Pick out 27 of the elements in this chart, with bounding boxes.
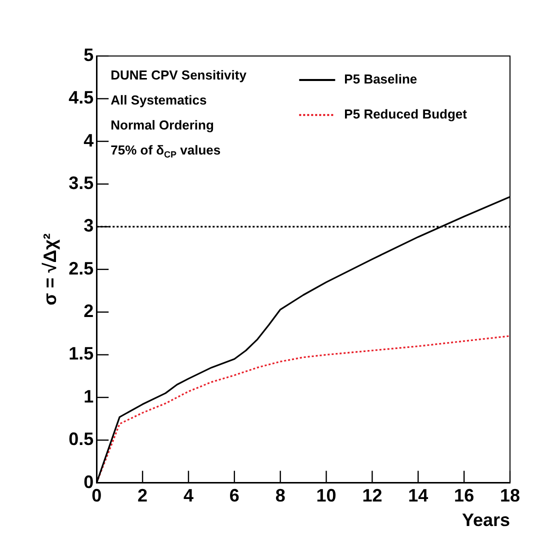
annotation: Normal Ordering [110, 118, 214, 133]
x-tick-label: 10 [316, 486, 336, 506]
y-tick-label: 0.5 [68, 429, 94, 450]
y-tick-label: 2 [84, 301, 94, 322]
x-tick-label: 12 [362, 486, 382, 506]
x-tick-label: 6 [229, 486, 240, 506]
y-tick-label: 0 [84, 472, 94, 492]
y-tick-label: 5 [84, 44, 94, 65]
annotation: DUNE CPV Sensitivity [110, 68, 248, 83]
y-tick-label: 4 [84, 130, 94, 150]
x-tick-label: 8 [275, 486, 286, 506]
x-tick-label: 4 [183, 486, 194, 506]
y-tick-label: 4.5 [68, 88, 94, 108]
y-tick-label: 1.5 [68, 344, 94, 364]
x-tick-label: 18 [500, 486, 520, 506]
y-tick-label: 1 [84, 386, 94, 406]
legend-label: P5 Reduced Budget [344, 106, 468, 122]
x-tick-label: 2 [138, 486, 148, 506]
x-tick-label: 14 [408, 486, 428, 506]
x-tick-label: 16 [454, 486, 474, 506]
annotation: All Systematics [110, 92, 207, 108]
x-axis-title: Years [462, 510, 510, 530]
y-tick-label: 3 [84, 216, 94, 236]
y-axis-title: σ = √Δχ² [40, 233, 60, 306]
legend-label: P5 Baseline [344, 72, 418, 87]
y-tick-label: 2.5 [68, 258, 94, 278]
y-tick-label: 3.5 [68, 173, 94, 194]
